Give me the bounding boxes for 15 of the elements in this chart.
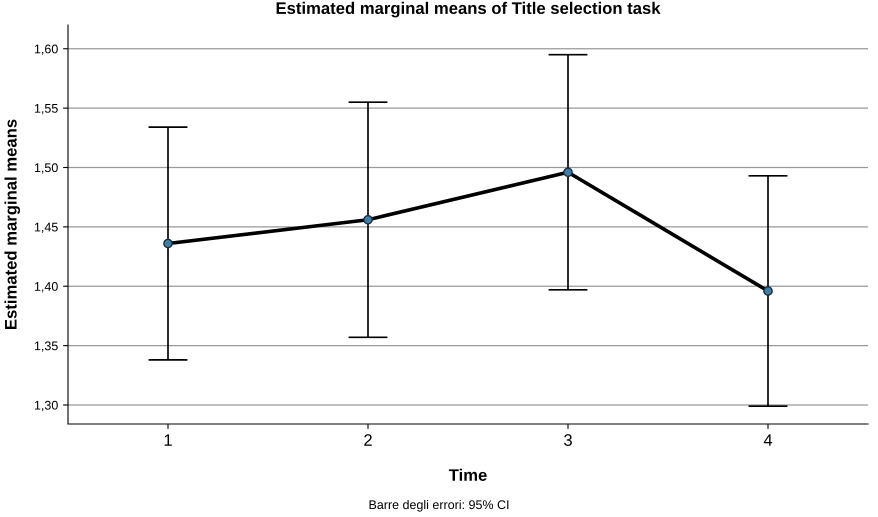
y-tick-label: 1,55 — [34, 104, 58, 114]
x-axis-title: Time — [448, 468, 487, 481]
x-tick-label: 1 — [164, 434, 172, 446]
y-tick-label: 1,60 — [34, 44, 58, 55]
y-axis-title: Estimated marginal means — [4, 120, 20, 329]
x-tick-label: 3 — [564, 434, 572, 446]
y-tick-label: 1,30 — [34, 400, 58, 412]
x-tick-label: 2 — [364, 434, 372, 446]
y-tick-label: 1,40 — [34, 282, 58, 292]
chart-title: Estimated marginal means of Title selection task — [276, 2, 661, 18]
y-tick-label: 1,35 — [34, 341, 58, 352]
y-tick-label: 1,45 — [34, 222, 58, 234]
x-tick-label: 4 — [764, 434, 772, 446]
y-tick-label: 1,50 — [34, 163, 58, 174]
text: Barre degli errori: 95% CI — [370, 500, 508, 512]
